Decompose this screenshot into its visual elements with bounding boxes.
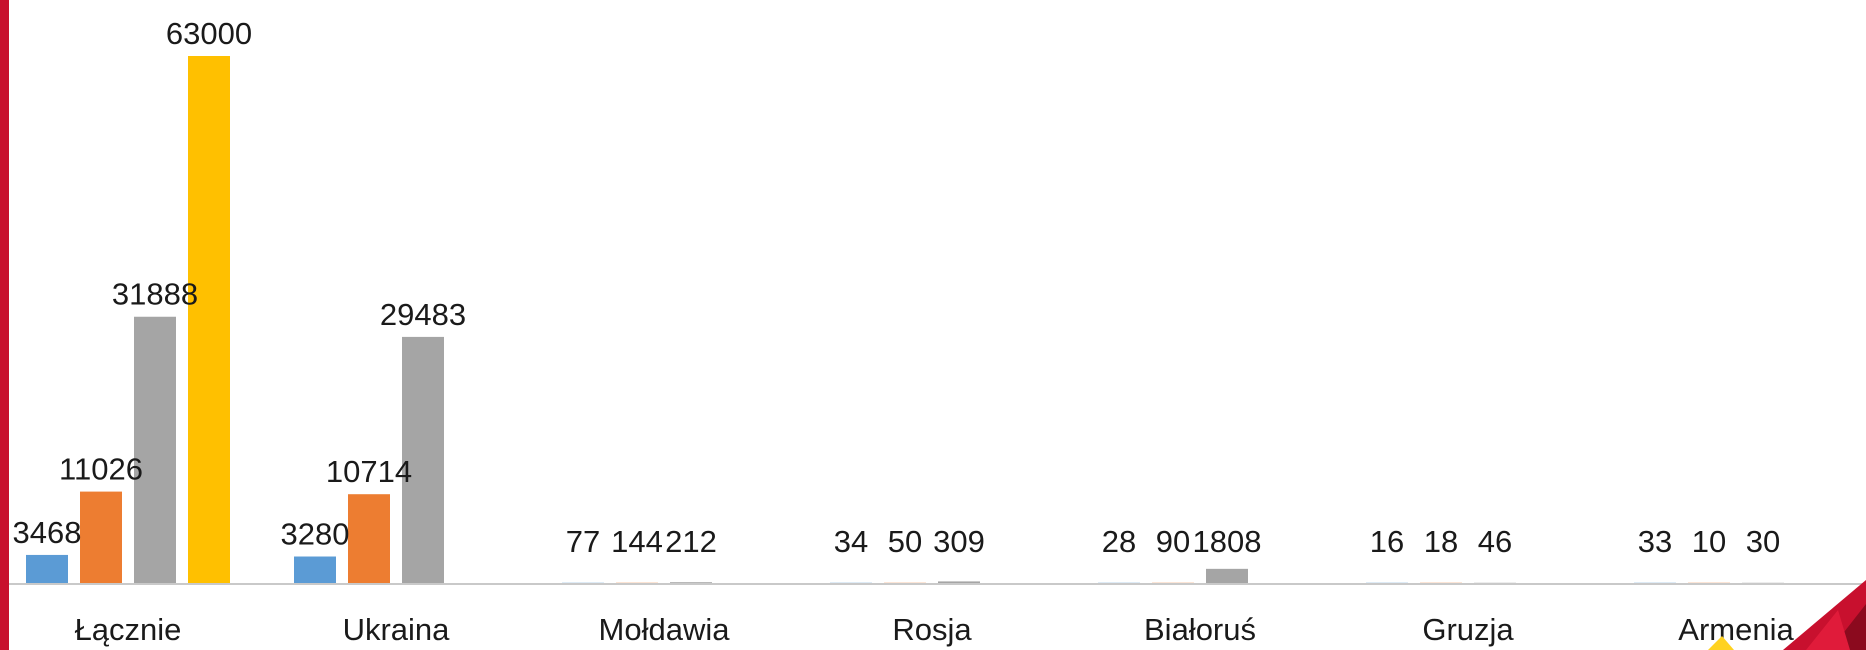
data-label: 10 [1692, 524, 1726, 559]
data-label: 212 [665, 524, 717, 559]
data-label: 16 [1370, 524, 1404, 559]
data-label: 11026 [59, 452, 143, 487]
data-label: 18 [1424, 524, 1458, 559]
bar [134, 316, 176, 584]
data-label: 63000 [166, 16, 252, 51]
data-label: 77 [566, 524, 600, 559]
category-label: Rosja [892, 612, 972, 647]
data-label: 31888 [112, 277, 198, 312]
category-label: Armenia [1678, 612, 1794, 647]
data-label: 50 [888, 524, 922, 559]
bar [294, 556, 336, 584]
category-label: Gruzja [1422, 612, 1514, 647]
data-label: 10714 [326, 454, 412, 489]
category-label: Łącznie [75, 612, 182, 647]
value-labels-group: 3468 11026 31888 63000 3280 10714 29483 77 144 21… [13, 16, 1781, 559]
data-label: 46 [1478, 524, 1512, 559]
corner-decoration [1708, 580, 1866, 650]
category-label: Białoruś [1144, 612, 1256, 647]
category-labels-group: Łącznie Ukraina Mołdawia Rosja Białoruś Gruzj… [75, 612, 1795, 647]
data-label: 1808 [1193, 524, 1262, 559]
bar [402, 336, 444, 584]
data-label: 90 [1156, 524, 1190, 559]
data-label: 33 [1638, 524, 1672, 559]
data-label: 30 [1746, 524, 1780, 559]
bar [80, 491, 122, 584]
bar [1206, 568, 1248, 584]
bar [938, 581, 980, 584]
left-accent-stripe [0, 0, 9, 650]
data-label: 29483 [380, 297, 466, 332]
bar [188, 56, 230, 584]
category-label: Mołdawia [599, 612, 731, 647]
data-label: 3280 [281, 517, 350, 552]
category-label: Ukraina [343, 612, 451, 647]
bar [348, 494, 390, 584]
bar [26, 554, 68, 584]
data-label: 144 [611, 524, 663, 559]
data-label: 3468 [13, 515, 82, 550]
bars-group [26, 56, 1784, 584]
data-label: 28 [1102, 524, 1136, 559]
data-label: 34 [834, 524, 868, 559]
data-label: 309 [933, 524, 985, 559]
